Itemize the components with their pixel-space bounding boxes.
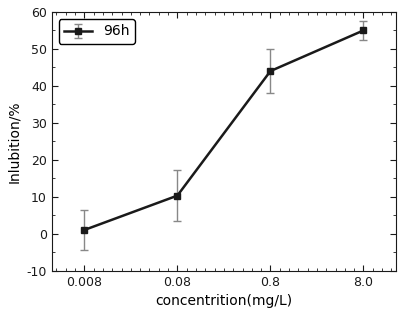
X-axis label: concentrition(mg/L): concentrition(mg/L) <box>155 294 293 308</box>
Legend: 96h: 96h <box>59 19 135 44</box>
Y-axis label: Inlubition/%: Inlubition/% <box>7 100 21 182</box>
